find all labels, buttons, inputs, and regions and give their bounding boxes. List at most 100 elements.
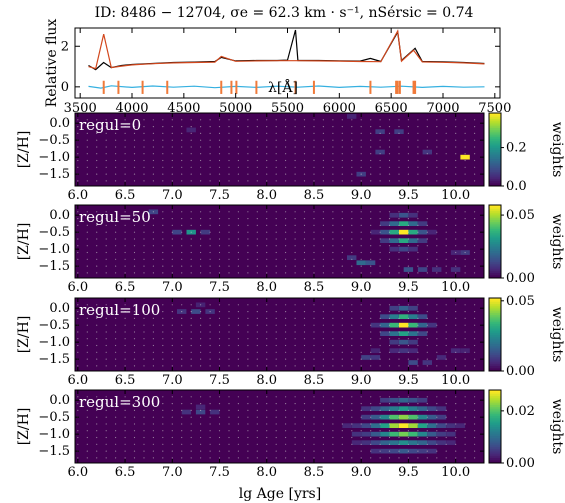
template-grid-dot xyxy=(464,436,466,439)
template-grid-dot xyxy=(218,218,221,220)
template-grid-dot xyxy=(237,409,239,411)
template-grid-dot xyxy=(436,224,438,226)
template-grid-dot xyxy=(96,365,98,367)
template-grid-dot xyxy=(379,403,381,405)
template-grid-dot xyxy=(360,272,362,274)
weight-cell xyxy=(389,246,399,252)
template-grid-dot xyxy=(152,272,154,274)
weight-cell xyxy=(408,246,418,252)
template-grid-dot xyxy=(388,331,391,333)
colorbar-segment xyxy=(489,245,501,248)
weight-cell xyxy=(417,440,428,445)
weight-x-tick-label: 8.5 xyxy=(304,188,325,203)
template-grid-dot xyxy=(115,180,117,182)
colorbar-segment xyxy=(489,250,501,253)
template-grid-dot xyxy=(285,317,287,319)
template-grid-dot xyxy=(96,436,98,439)
weight-cell xyxy=(210,409,220,415)
weight-map-background xyxy=(75,113,484,186)
template-grid-dot xyxy=(275,173,277,175)
template-grid-dot xyxy=(455,218,457,220)
template-grid-dot xyxy=(228,119,230,121)
weight-cell xyxy=(380,229,390,235)
template-grid-dot xyxy=(115,311,117,313)
template-grid-dot xyxy=(322,238,324,240)
template-grid-dot xyxy=(474,180,476,182)
colorbar-segment xyxy=(489,314,501,317)
template-grid-dot xyxy=(388,132,391,134)
template-grid-dot xyxy=(464,430,466,432)
template-grid-dot xyxy=(237,166,239,168)
template-grid-dot xyxy=(303,317,306,319)
template-grid-dot xyxy=(218,224,221,226)
template-grid-dot xyxy=(275,245,277,247)
template-grid-dot xyxy=(303,344,306,347)
template-grid-dot xyxy=(351,416,353,418)
colorbar-segment xyxy=(489,236,501,239)
template-grid-dot xyxy=(379,258,381,260)
template-grid-dot xyxy=(388,351,391,353)
template-grid-dot xyxy=(124,139,126,141)
template-grid-dot xyxy=(162,258,164,260)
template-grid-dot xyxy=(445,159,447,162)
colorbar-segment xyxy=(489,441,501,444)
template-grid-dot xyxy=(407,173,409,175)
template-grid-dot xyxy=(181,258,183,260)
weight-cell xyxy=(399,423,409,428)
template-grid-dot xyxy=(360,430,362,432)
template-grid-dot xyxy=(105,317,107,319)
template-grid-dot xyxy=(426,126,428,128)
template-grid-dot xyxy=(407,126,409,128)
template-grid-dot xyxy=(86,180,88,182)
template-grid-dot xyxy=(285,159,287,162)
template-grid-dot xyxy=(171,265,173,267)
template-grid-dot xyxy=(294,365,296,367)
template-grid-dot xyxy=(407,430,409,432)
template-grid-dot xyxy=(322,344,324,347)
template-grid-dot xyxy=(218,416,221,418)
template-grid-dot xyxy=(237,365,239,367)
template-grid-dot xyxy=(152,132,154,134)
template-grid-dot xyxy=(445,218,447,220)
template-grid-dot xyxy=(200,238,202,240)
template-grid-dot xyxy=(105,153,107,155)
colorbar-segment xyxy=(489,308,501,312)
template-grid-dot xyxy=(379,351,381,353)
template-grid-dot xyxy=(388,443,391,445)
template-grid-dot xyxy=(190,238,192,240)
weight-cell xyxy=(408,339,418,345)
weight-cell xyxy=(389,322,399,328)
template-grid-dot xyxy=(105,119,107,121)
template-grid-dot xyxy=(285,166,287,168)
template-grid-dot xyxy=(181,324,183,326)
colorbar-segment xyxy=(489,338,501,341)
template-grid-dot xyxy=(162,238,164,240)
template-grid-dot xyxy=(360,119,362,121)
template-grid-dot xyxy=(322,231,324,233)
template-grid-dot xyxy=(426,423,428,425)
template-grid-dot xyxy=(407,311,409,313)
template-grid-dot xyxy=(313,132,315,134)
template-grid-dot xyxy=(398,159,400,162)
template-grid-dot xyxy=(407,139,409,141)
colorbar-segment xyxy=(489,164,501,167)
template-grid-dot xyxy=(266,304,268,306)
template-grid-dot xyxy=(332,358,334,360)
template-grid-dot xyxy=(247,365,249,367)
template-grid-dot xyxy=(285,311,287,313)
template-grid-dot xyxy=(275,265,277,267)
weight-cell xyxy=(417,314,428,319)
spectrum-x-tick-label: 5500 xyxy=(271,101,304,116)
template-grid-dot xyxy=(285,180,287,182)
template-grid-dot xyxy=(294,416,296,418)
template-grid-dot xyxy=(237,159,239,162)
template-grid-dot xyxy=(436,436,438,439)
template-grid-dot xyxy=(370,139,372,141)
template-grid-dot xyxy=(237,211,239,213)
template-grid-dot xyxy=(379,457,381,459)
weight-y-tick-label: −1.5 xyxy=(38,444,70,459)
template-grid-dot xyxy=(209,324,211,326)
template-grid-dot xyxy=(322,139,324,141)
template-grid-dot xyxy=(256,311,258,313)
